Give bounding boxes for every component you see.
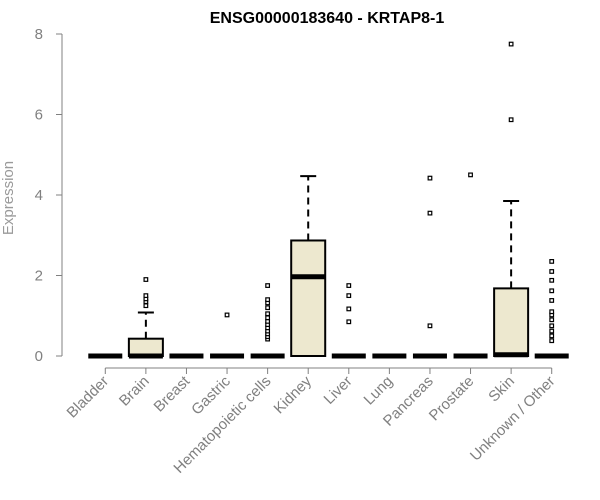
outlier-point bbox=[224, 312, 230, 318]
iqr-box bbox=[127, 337, 164, 358]
outlier-point bbox=[549, 309, 555, 315]
y-tick-label: 6 bbox=[35, 107, 43, 124]
outlier-point bbox=[508, 117, 514, 123]
outlier-point bbox=[549, 269, 555, 274]
outlier-point bbox=[508, 41, 514, 47]
outlier-point bbox=[143, 277, 149, 282]
outlier-point bbox=[346, 293, 352, 299]
outlier-point bbox=[427, 323, 433, 329]
category-label: Lung bbox=[361, 373, 397, 409]
outlier-point bbox=[549, 277, 555, 283]
outlier-point bbox=[549, 288, 555, 294]
box-unknown-other bbox=[534, 259, 569, 359]
outlier-point bbox=[265, 283, 271, 288]
outlier-point bbox=[265, 311, 271, 317]
iqr-box bbox=[493, 287, 530, 358]
outlier-point bbox=[468, 172, 473, 178]
category-label: Kidney bbox=[271, 372, 316, 417]
axes: 0 2 4 6 8 bbox=[35, 26, 553, 374]
box-prostate bbox=[453, 172, 488, 359]
outlier-point bbox=[549, 338, 555, 344]
box-pancreas bbox=[412, 175, 447, 359]
y-tick-label: 2 bbox=[35, 268, 43, 285]
box-kidney bbox=[290, 175, 327, 357]
box-skin bbox=[493, 41, 530, 358]
category-label: Bladder bbox=[64, 373, 113, 422]
category-label: Prostate bbox=[426, 373, 478, 425]
outlier-point bbox=[346, 283, 352, 288]
category-label: Skin bbox=[485, 373, 518, 406]
outlier-point bbox=[549, 328, 555, 334]
category-label: Liver bbox=[321, 373, 356, 408]
outlier-point bbox=[143, 303, 149, 309]
category-label: Brain bbox=[116, 373, 153, 410]
outlier-point bbox=[346, 319, 352, 325]
outlier-point bbox=[549, 317, 555, 323]
outlier-point bbox=[346, 306, 352, 312]
y-tick-label: 0 bbox=[35, 348, 43, 365]
outlier-point bbox=[427, 210, 433, 216]
box-gastric bbox=[210, 312, 245, 359]
chart-title: ENSG00000183640 - KRTAP8-1 bbox=[210, 10, 445, 27]
outlier-point bbox=[427, 175, 433, 181]
outlier-point bbox=[549, 323, 555, 329]
y-axis-label: Expression bbox=[0, 161, 17, 235]
outlier-point bbox=[265, 305, 271, 311]
box-brain bbox=[127, 277, 164, 359]
iqr-box bbox=[290, 239, 327, 357]
outlier-point bbox=[265, 315, 271, 321]
outlier-point bbox=[143, 293, 149, 299]
category-label: Breast bbox=[151, 372, 194, 415]
outlier-point bbox=[549, 298, 555, 303]
boxes bbox=[88, 41, 569, 359]
outlier-point bbox=[549, 259, 555, 264]
outlier-point bbox=[549, 333, 555, 339]
y-tick-label: 8 bbox=[35, 26, 43, 43]
outlier-point bbox=[265, 297, 271, 303]
box-liver bbox=[331, 283, 366, 359]
box-hematopoietic-cells bbox=[250, 283, 285, 359]
y-tick-label: 4 bbox=[35, 187, 43, 204]
